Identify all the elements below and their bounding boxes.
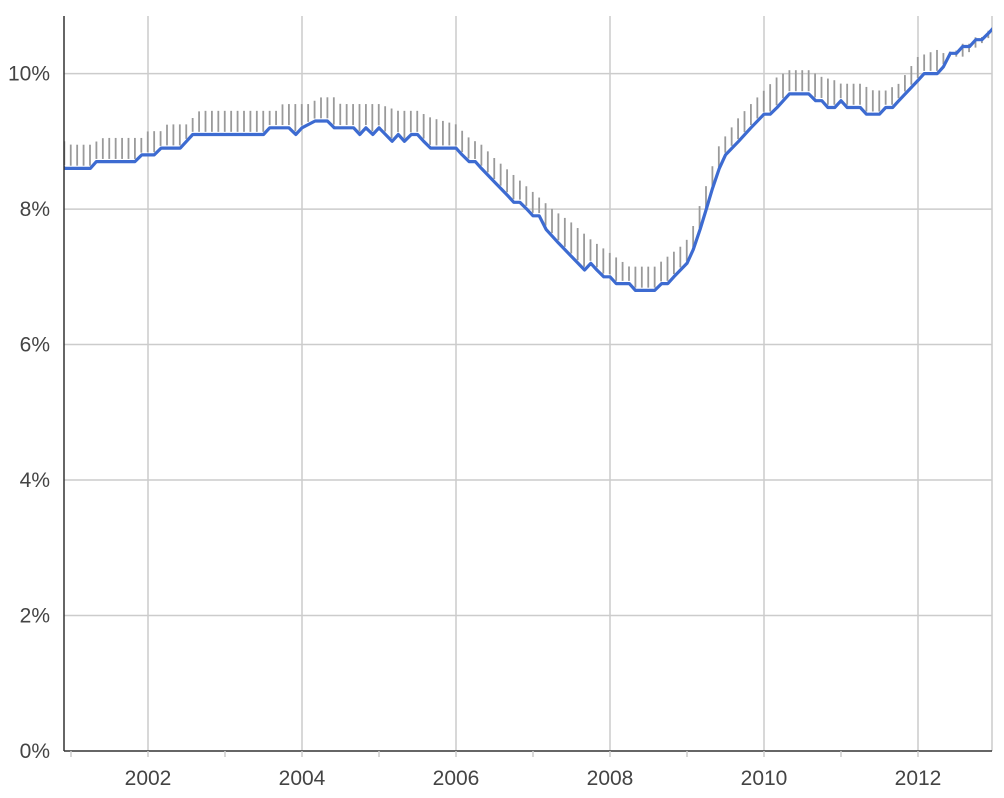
y-tick-label: 2% [20, 605, 50, 628]
y-tick-label: 0% [20, 740, 50, 763]
x-tick-label: 2004 [279, 767, 326, 790]
y-tick-label: 6% [20, 334, 50, 357]
x-tick-label: 2006 [433, 767, 480, 790]
y-tick-label: 10% [8, 63, 50, 86]
x-tick-label: 2012 [895, 767, 942, 790]
y-tick-label: 8% [20, 198, 50, 221]
x-tick-label: 2002 [125, 767, 172, 790]
series-line [64, 27, 992, 292]
x-tick-label: 2010 [741, 767, 788, 790]
y-tick-label: 4% [20, 469, 50, 492]
x-tick-label: 2008 [587, 767, 634, 790]
axes [63, 16, 992, 757]
x-axis-labels: 2002 2004 2006 2008 2010 2012 [125, 767, 942, 790]
range-whiskers [63, 30, 990, 288]
horizontal-gridlines [64, 72, 992, 617]
y-axis-labels: 0% 2% 4% 6% 8% 10% [8, 63, 50, 763]
